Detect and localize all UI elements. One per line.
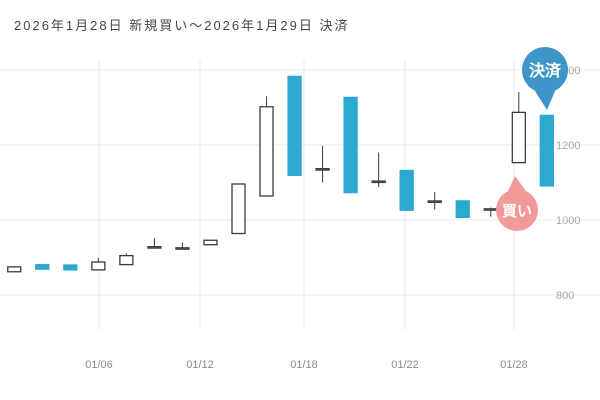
svg-text:800: 800	[556, 290, 574, 302]
svg-text:01/22: 01/22	[391, 359, 419, 371]
svg-text:1000: 1000	[556, 215, 580, 227]
svg-text:決済: 決済	[529, 61, 562, 80]
svg-text:01/12: 01/12	[186, 359, 214, 371]
svg-text:01/18: 01/18	[290, 359, 318, 371]
svg-text:買い: 買い	[502, 203, 532, 220]
svg-text:1200: 1200	[556, 140, 580, 152]
svg-text:01/28: 01/28	[500, 359, 528, 371]
svg-text:01/06: 01/06	[85, 359, 113, 371]
